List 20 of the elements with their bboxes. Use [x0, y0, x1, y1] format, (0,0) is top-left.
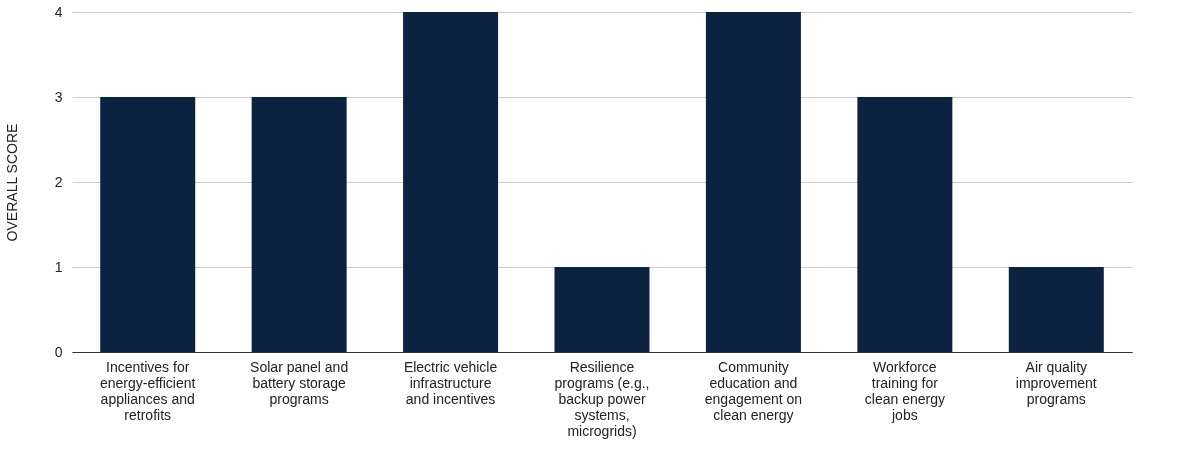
bar	[1008, 267, 1104, 352]
x-tick-label: Incentives for energy-efficient appliances and retrofits	[99, 358, 196, 423]
x-tick-label: Solar panel and battery storage programs	[250, 358, 349, 407]
y-tick-label: 3	[54, 88, 63, 105]
y-tick-label: 0	[54, 343, 63, 360]
bar	[554, 267, 650, 352]
bar	[705, 12, 801, 352]
x-tick-label: Air quality improvement programs	[1015, 358, 1097, 407]
y-tick-label: 4	[54, 3, 63, 20]
bar	[857, 97, 953, 352]
x-tick-label: Electric vehicle infrastructure and incentives	[403, 358, 498, 407]
x-tick-label: Workforce training for clean energy jobs	[864, 358, 945, 423]
y-tick-label: 2	[54, 173, 63, 190]
bar	[403, 12, 499, 352]
x-tick-label: Resilience programs (e.g., backup power systems, microgrids)	[554, 358, 650, 439]
bar	[100, 97, 196, 352]
bar	[251, 97, 347, 352]
x-tick-label: Community education and engagement on clean energy	[704, 358, 803, 423]
y-tick-label: 1	[54, 258, 63, 275]
y-axis-title: OVERALL SCORE	[3, 123, 20, 242]
